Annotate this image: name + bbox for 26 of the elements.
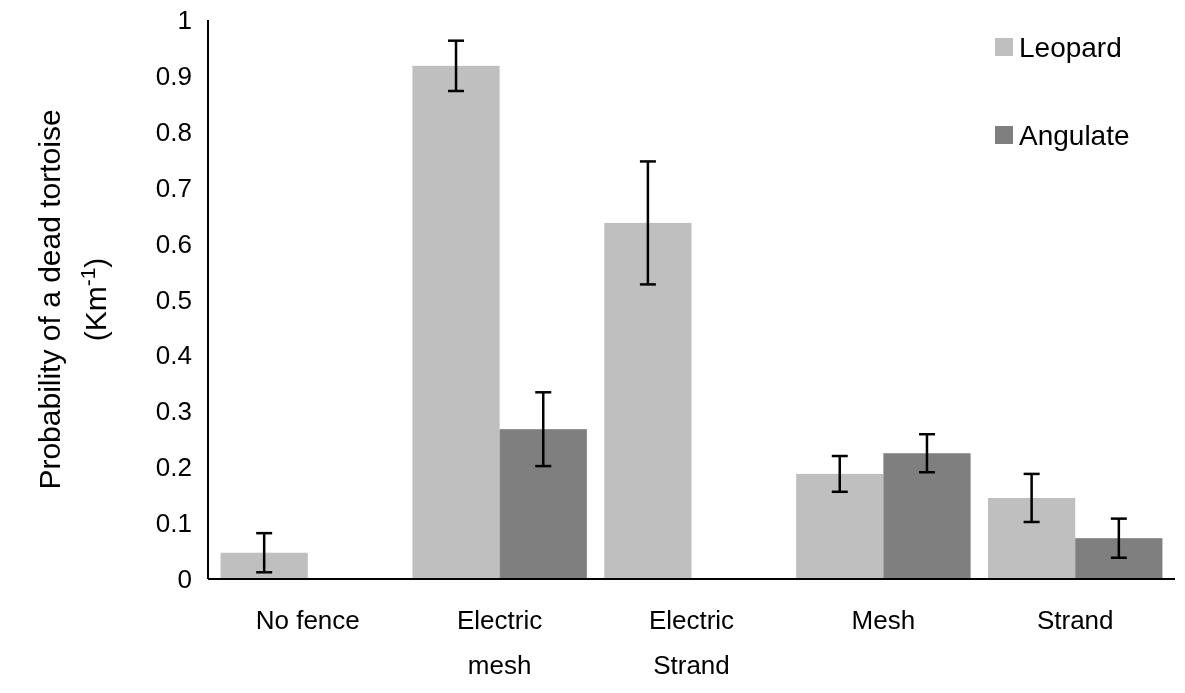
- bar: [412, 65, 500, 579]
- legend-label: Angulate: [1019, 119, 1130, 151]
- x-tick-label: Electric mesh: [457, 605, 543, 680]
- y-tick-label: 0.8: [155, 116, 192, 147]
- y-tick-label: 0.5: [155, 284, 192, 315]
- bar: [499, 429, 587, 579]
- bar: [604, 222, 692, 579]
- x-tick-label: Mesh: [851, 605, 916, 635]
- x-tick-label: Electric Strand: [648, 605, 735, 680]
- y-tick-label: 0.2: [155, 452, 192, 483]
- y-tick-label: 0.7: [155, 172, 192, 203]
- legend-label: Leopard: [1019, 31, 1122, 63]
- y-tick-label: 1: [177, 5, 192, 35]
- x-tick-label: No fence: [255, 605, 360, 635]
- y-tick-label: 0.9: [155, 60, 192, 91]
- bar: [220, 552, 308, 579]
- bar: [796, 473, 884, 579]
- bar: [1075, 538, 1163, 579]
- y-tick-label: 0: [177, 564, 192, 594]
- y-tick-label: 0.3: [155, 396, 192, 427]
- x-tick-label: Strand: [1036, 605, 1114, 635]
- y-tick-label: 0.6: [155, 228, 192, 259]
- bar: [988, 497, 1076, 579]
- y-tick-label: 0.4: [155, 340, 192, 371]
- y-tick-label: 0.1: [155, 508, 192, 539]
- bar: [883, 453, 971, 579]
